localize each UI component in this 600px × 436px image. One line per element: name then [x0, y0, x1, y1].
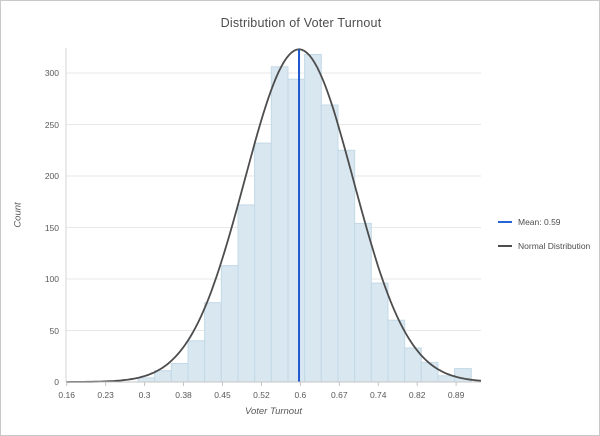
histogram-bar — [254, 142, 272, 383]
histogram-bar — [437, 375, 456, 383]
histogram-bar — [270, 66, 289, 383]
x-tick-label: 0.16 — [58, 390, 75, 400]
normal-distribution-curve — [66, 48, 482, 383]
y-tick-label: 0 — [54, 377, 59, 387]
x-tick-label: 0.38 — [175, 390, 192, 400]
y-tick-label: 50 — [49, 325, 59, 336]
y-tick-label: 300 — [44, 68, 59, 79]
histogram-bar — [354, 222, 372, 383]
histogram-bar — [154, 370, 172, 383]
chart-title: Distribution of Voter Turnout — [220, 16, 382, 30]
x-axis-title: Voter Turnout — [244, 406, 303, 417]
histogram-bar — [420, 361, 439, 383]
x-tick-label: 0.6 — [294, 390, 307, 400]
x-tick-label: 0.3 — [138, 390, 151, 400]
y-axis-title: Count — [12, 202, 24, 228]
y-tick-label: 250 — [44, 119, 59, 130]
legend-label-normal-distribution: Normal Distribution — [518, 241, 591, 251]
legend-item-mean: Mean: 0.59 — [498, 217, 590, 227]
mean-line-swatch-icon — [498, 221, 512, 223]
legend: Mean: 0.59 Normal Distribution — [498, 217, 590, 265]
legend-label-mean: Mean: 0.59 — [518, 217, 561, 227]
histogram-bar — [187, 340, 206, 383]
histogram-bar — [387, 319, 406, 383]
x-tick-label: 0.74 — [369, 390, 387, 400]
histogram-bar — [237, 204, 256, 383]
x-tick-label: 0.23 — [97, 390, 114, 400]
histogram-bar — [137, 377, 156, 383]
normal-curve-swatch-icon — [498, 245, 512, 247]
y-tick-label: 100 — [44, 274, 59, 284]
histogram-bar — [370, 282, 389, 383]
histogram-bar — [320, 104, 339, 383]
x-tick-label: 0.45 — [214, 390, 231, 400]
x-tick-label: 0.67 — [331, 390, 348, 400]
x-tick-label: 0.82 — [408, 390, 426, 400]
y-tick-label: 200 — [44, 171, 59, 182]
histogram-bar — [170, 363, 189, 383]
histogram-bar — [220, 265, 239, 383]
legend-item-normal-distribution: Normal Distribution — [498, 241, 590, 251]
histogram-bar — [337, 149, 356, 383]
x-tick-label: 0.89 — [447, 390, 465, 400]
histogram-bar — [287, 78, 306, 383]
x-tick-label: 0.52 — [253, 390, 270, 400]
histogram-bar — [304, 54, 322, 383]
histogram-bar — [204, 302, 222, 383]
y-tick-label: 150 — [44, 222, 59, 233]
